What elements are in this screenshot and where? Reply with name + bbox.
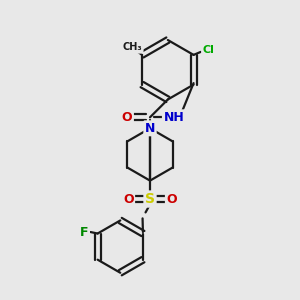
Text: F: F — [80, 226, 88, 238]
Text: O: O — [123, 193, 134, 206]
Text: O: O — [122, 111, 132, 124]
Text: Cl: Cl — [202, 44, 214, 55]
Text: N: N — [145, 122, 155, 135]
Text: NH: NH — [164, 111, 184, 124]
Text: S: S — [145, 192, 155, 206]
Text: O: O — [167, 193, 177, 206]
Text: CH₃: CH₃ — [123, 43, 142, 52]
